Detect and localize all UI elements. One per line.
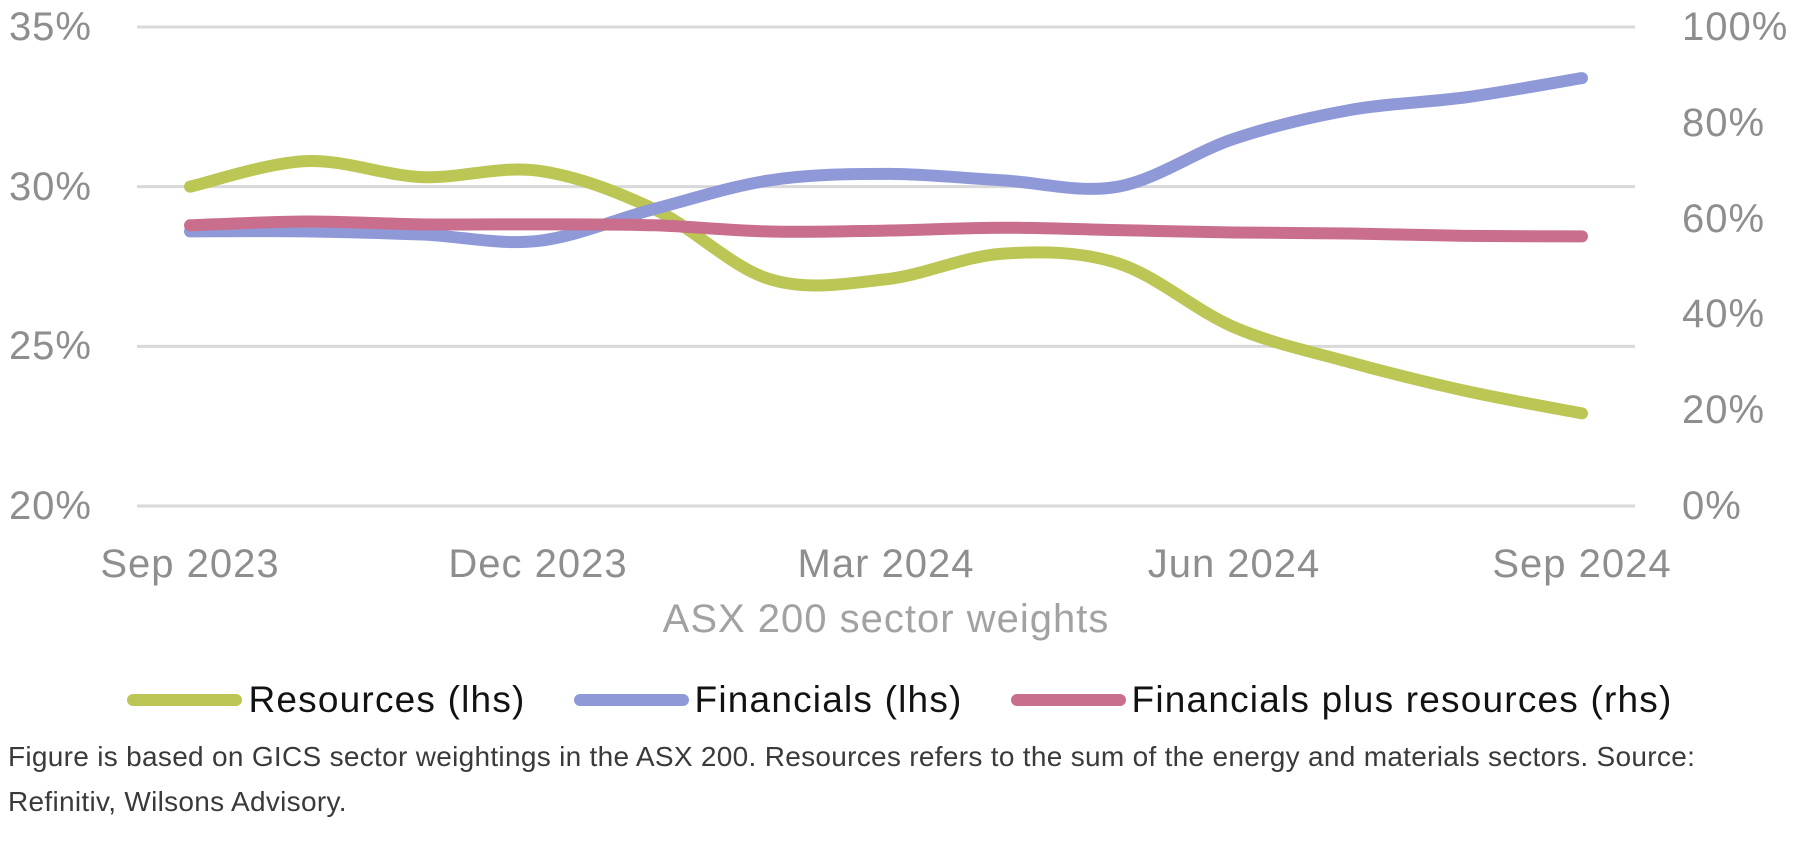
resources-line-swatch xyxy=(127,694,243,706)
x-tick-jun-2024: Jun 2024 xyxy=(1147,542,1321,586)
y-left-tick-30: 30% xyxy=(8,165,92,209)
legend-item-resources: Resources (lhs) xyxy=(127,679,525,721)
financials-line xyxy=(184,72,1588,249)
legend-label-resources: Resources (lhs) xyxy=(248,679,526,720)
y-right-tick-0: 0% xyxy=(1682,484,1742,528)
y-right-tick-100: 100% xyxy=(1682,5,1789,49)
financials-plus-resources-line-swatch xyxy=(1010,694,1126,706)
y-right-tick-60: 60% xyxy=(1682,197,1766,241)
legend-item-financials: Financials (lhs) xyxy=(573,679,963,721)
y-right-tick-20: 20% xyxy=(1682,388,1766,432)
chart-title: ASX 200 sector weights xyxy=(662,597,1110,641)
x-tick-sep-2024: Sep 2024 xyxy=(1492,542,1672,586)
x-tick-sep-2023: Sep 2023 xyxy=(100,542,280,586)
resources-line xyxy=(184,155,1588,420)
legend-item-financials-plus-resources: Financials plus resources (rhs) xyxy=(1010,679,1673,721)
gridlines xyxy=(137,25,1635,508)
financials-line-swatch xyxy=(573,694,689,706)
y-left-tick-35: 35% xyxy=(8,5,92,49)
legend-label-financials: Financials (lhs) xyxy=(694,679,963,720)
legend-label-financials-plus-resources: Financials plus resources (rhs) xyxy=(1131,679,1673,720)
y-right-tick-40: 40% xyxy=(1682,292,1766,336)
x-tick-mar-2024: Mar 2024 xyxy=(797,542,975,586)
y-left-tick-25: 25% xyxy=(8,324,92,368)
y-right-tick-80: 80% xyxy=(1682,101,1766,145)
x-tick-dec-2023: Dec 2023 xyxy=(448,542,628,586)
y-left-tick-20: 20% xyxy=(8,484,92,528)
financials-plus-resources-line xyxy=(184,215,1588,243)
chart-legend: Resources (lhs) Financials (lhs) Financi… xyxy=(0,674,1800,726)
figure-footnote: Figure is based on GICS sector weighting… xyxy=(8,741,1696,817)
